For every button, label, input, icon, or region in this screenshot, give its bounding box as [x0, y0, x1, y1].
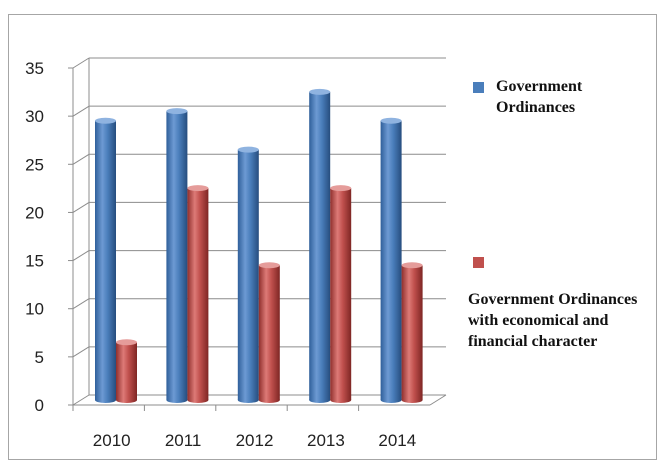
- x-tick-label: 2014: [378, 431, 416, 450]
- bar-economical-financial: [187, 185, 209, 403]
- gridline-side: [72, 105, 90, 117]
- gridline-side: [72, 153, 90, 165]
- gridline-side: [72, 57, 90, 69]
- legend-swatch-series-2: [473, 257, 484, 268]
- gridline-side: [72, 394, 90, 406]
- bar-government-ordinances: [237, 146, 259, 403]
- gridline-side: [72, 346, 90, 358]
- bar-government-ordinances: [380, 117, 402, 403]
- bar-economical-financial: [401, 262, 423, 403]
- bar-economical-financial: [258, 262, 280, 403]
- gridline-side: [72, 298, 90, 310]
- gridline-side: [72, 250, 90, 261]
- y-tick-label: 35: [25, 59, 44, 78]
- bar-economical-financial: [116, 339, 137, 403]
- x-tick-label: 2012: [236, 431, 274, 450]
- x-tick-label: 2010: [93, 431, 131, 450]
- bar-government-ordinances: [309, 88, 331, 403]
- y-tick-label: 0: [35, 396, 44, 415]
- x-tick-label: 2013: [307, 431, 345, 450]
- y-tick-label: 20: [25, 203, 44, 222]
- tick-labels: 0 5 10 15 20 25 30 35 2010 2011 2012 2013 2014: [25, 59, 416, 450]
- floor-right-edge: [429, 394, 447, 406]
- bar-government-ordinances: [166, 108, 188, 403]
- y-tick-label: 25: [25, 155, 44, 174]
- y-tick-label: 10: [25, 300, 44, 319]
- legend-label-series-1: Government Ordinances: [496, 78, 583, 116]
- gridline-side: [72, 202, 90, 213]
- x-tick-label: 2011: [165, 431, 202, 450]
- legend-label-series-2: Government Ordinances with economical an…: [468, 291, 638, 350]
- y-tick-label: 30: [25, 107, 44, 126]
- bar-economical-financial: [330, 185, 352, 403]
- legend-swatch-series-1: [473, 82, 484, 93]
- bars: [95, 88, 423, 403]
- bar-government-ordinances: [95, 117, 116, 403]
- y-tick-label: 15: [25, 252, 44, 271]
- y-tick-label: 5: [35, 348, 44, 367]
